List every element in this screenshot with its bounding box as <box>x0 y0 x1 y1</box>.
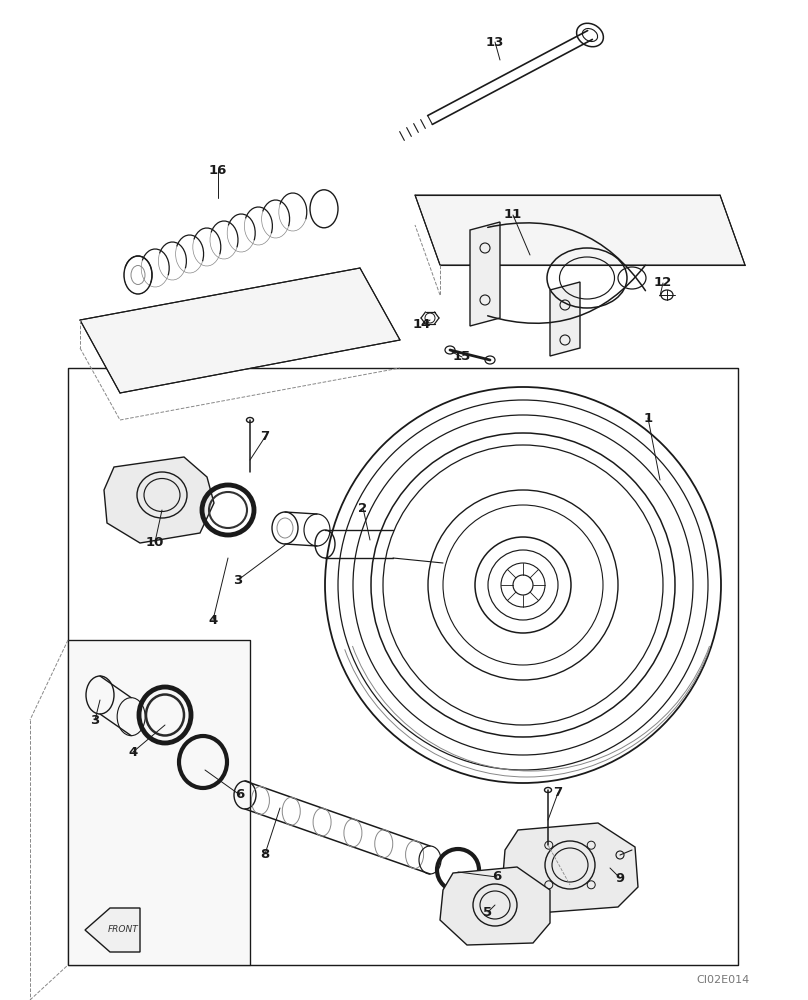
Text: 1: 1 <box>643 412 653 424</box>
Polygon shape <box>415 195 745 265</box>
Text: 14: 14 <box>413 318 431 332</box>
Text: 4: 4 <box>208 613 217 626</box>
Polygon shape <box>68 640 250 965</box>
Polygon shape <box>440 867 550 945</box>
Polygon shape <box>80 268 400 393</box>
Text: 6: 6 <box>235 788 245 802</box>
Text: 16: 16 <box>208 163 227 176</box>
Text: 2: 2 <box>359 502 368 514</box>
Text: 15: 15 <box>452 351 471 363</box>
Text: 7: 7 <box>553 786 562 800</box>
Text: 9: 9 <box>616 871 625 884</box>
Text: 13: 13 <box>486 35 504 48</box>
Text: 12: 12 <box>654 276 672 290</box>
Polygon shape <box>85 908 140 952</box>
Text: CI02E014: CI02E014 <box>696 975 750 985</box>
Text: 3: 3 <box>90 714 99 726</box>
Polygon shape <box>104 457 214 543</box>
Text: 7: 7 <box>260 430 270 444</box>
Text: 11: 11 <box>504 209 522 222</box>
Polygon shape <box>550 282 580 356</box>
Text: 8: 8 <box>260 848 270 860</box>
Text: 10: 10 <box>145 536 164 548</box>
Text: 4: 4 <box>128 746 137 758</box>
Text: FRONT: FRONT <box>107 926 138 934</box>
Text: 3: 3 <box>234 574 242 586</box>
Text: 5: 5 <box>483 906 493 918</box>
Text: 6: 6 <box>492 870 502 884</box>
Polygon shape <box>470 222 500 326</box>
Polygon shape <box>502 823 638 913</box>
